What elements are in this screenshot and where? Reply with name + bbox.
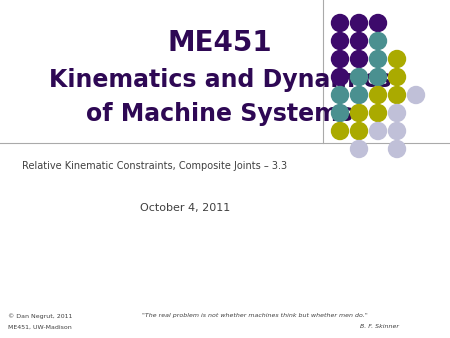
Circle shape bbox=[351, 32, 368, 49]
Circle shape bbox=[351, 69, 368, 86]
Text: ME451, UW-Madison: ME451, UW-Madison bbox=[8, 324, 72, 330]
Circle shape bbox=[388, 141, 405, 158]
Circle shape bbox=[369, 15, 387, 31]
Circle shape bbox=[351, 15, 368, 31]
Text: Relative Kinematic Constraints, Composite Joints – 3.3: Relative Kinematic Constraints, Composit… bbox=[22, 161, 287, 171]
Circle shape bbox=[369, 87, 387, 103]
Circle shape bbox=[388, 50, 405, 68]
Circle shape bbox=[332, 69, 348, 86]
Circle shape bbox=[369, 104, 387, 121]
Circle shape bbox=[351, 122, 368, 140]
Circle shape bbox=[369, 69, 387, 86]
Circle shape bbox=[351, 141, 368, 158]
Circle shape bbox=[351, 104, 368, 121]
Text: © Dan Negrut, 2011: © Dan Negrut, 2011 bbox=[8, 313, 72, 319]
Circle shape bbox=[388, 87, 405, 103]
Circle shape bbox=[332, 50, 348, 68]
Circle shape bbox=[369, 32, 387, 49]
Circle shape bbox=[408, 87, 424, 103]
Text: of Machine Systems: of Machine Systems bbox=[86, 102, 354, 126]
Circle shape bbox=[332, 122, 348, 140]
Circle shape bbox=[332, 87, 348, 103]
Circle shape bbox=[369, 50, 387, 68]
Circle shape bbox=[388, 104, 405, 121]
Text: October 4, 2011: October 4, 2011 bbox=[140, 203, 230, 213]
Text: Kinematics and Dynamics: Kinematics and Dynamics bbox=[49, 68, 391, 92]
Circle shape bbox=[388, 122, 405, 140]
Text: "The real problem is not whether machines think but whether men do.": "The real problem is not whether machine… bbox=[142, 314, 368, 318]
Circle shape bbox=[332, 104, 348, 121]
Circle shape bbox=[388, 69, 405, 86]
Circle shape bbox=[332, 15, 348, 31]
Text: B. F. Skinner: B. F. Skinner bbox=[360, 324, 400, 330]
Text: ME451: ME451 bbox=[168, 29, 272, 57]
Circle shape bbox=[351, 50, 368, 68]
Circle shape bbox=[332, 32, 348, 49]
Circle shape bbox=[351, 87, 368, 103]
Circle shape bbox=[369, 122, 387, 140]
